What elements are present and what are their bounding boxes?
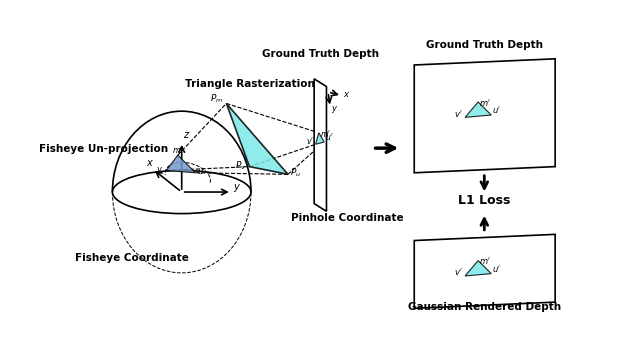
Text: $v'$: $v'$ bbox=[454, 107, 463, 119]
Text: $z$: $z$ bbox=[183, 130, 191, 140]
Polygon shape bbox=[227, 104, 288, 174]
Text: $v'$: $v'$ bbox=[454, 266, 463, 277]
Text: Ground Truth Depth: Ground Truth Depth bbox=[262, 49, 379, 59]
Text: Triangle Rasterization: Triangle Rasterization bbox=[184, 79, 314, 89]
Polygon shape bbox=[414, 59, 555, 173]
Text: L1 Loss: L1 Loss bbox=[458, 194, 511, 207]
Text: $y$: $y$ bbox=[234, 183, 241, 194]
Text: $P_u$: $P_u$ bbox=[289, 167, 301, 179]
Text: $m$: $m$ bbox=[172, 146, 182, 155]
Text: $u$: $u$ bbox=[197, 167, 204, 176]
Text: $v'$: $v'$ bbox=[306, 134, 314, 146]
Text: Fisheye Un-projection: Fisheye Un-projection bbox=[38, 144, 168, 154]
Text: $x$: $x$ bbox=[342, 90, 350, 99]
Text: $m'$: $m'$ bbox=[479, 255, 491, 266]
Polygon shape bbox=[314, 79, 326, 211]
Polygon shape bbox=[465, 102, 492, 117]
Text: $y$: $y$ bbox=[331, 104, 339, 115]
Text: $m'$: $m'$ bbox=[319, 128, 331, 139]
Text: Fisheye Coordinate: Fisheye Coordinate bbox=[75, 253, 189, 263]
Text: $u'$: $u'$ bbox=[492, 263, 501, 274]
Text: $u'$: $u'$ bbox=[325, 132, 333, 142]
Text: $P_m$: $P_m$ bbox=[210, 92, 223, 105]
Text: Pinhole Coordinate: Pinhole Coordinate bbox=[291, 213, 404, 223]
Polygon shape bbox=[316, 133, 324, 144]
Text: $u'$: $u'$ bbox=[492, 104, 501, 116]
Polygon shape bbox=[166, 155, 196, 173]
Text: Gaussian Rendered Depth: Gaussian Rendered Depth bbox=[408, 302, 561, 312]
Text: Ground Truth Depth: Ground Truth Depth bbox=[426, 40, 543, 50]
Text: $v$: $v$ bbox=[156, 165, 163, 174]
Text: $m'$: $m'$ bbox=[479, 97, 491, 108]
Text: $P_v$: $P_v$ bbox=[235, 159, 246, 172]
Text: $x$: $x$ bbox=[147, 158, 154, 168]
Polygon shape bbox=[414, 235, 555, 308]
Polygon shape bbox=[465, 261, 492, 276]
